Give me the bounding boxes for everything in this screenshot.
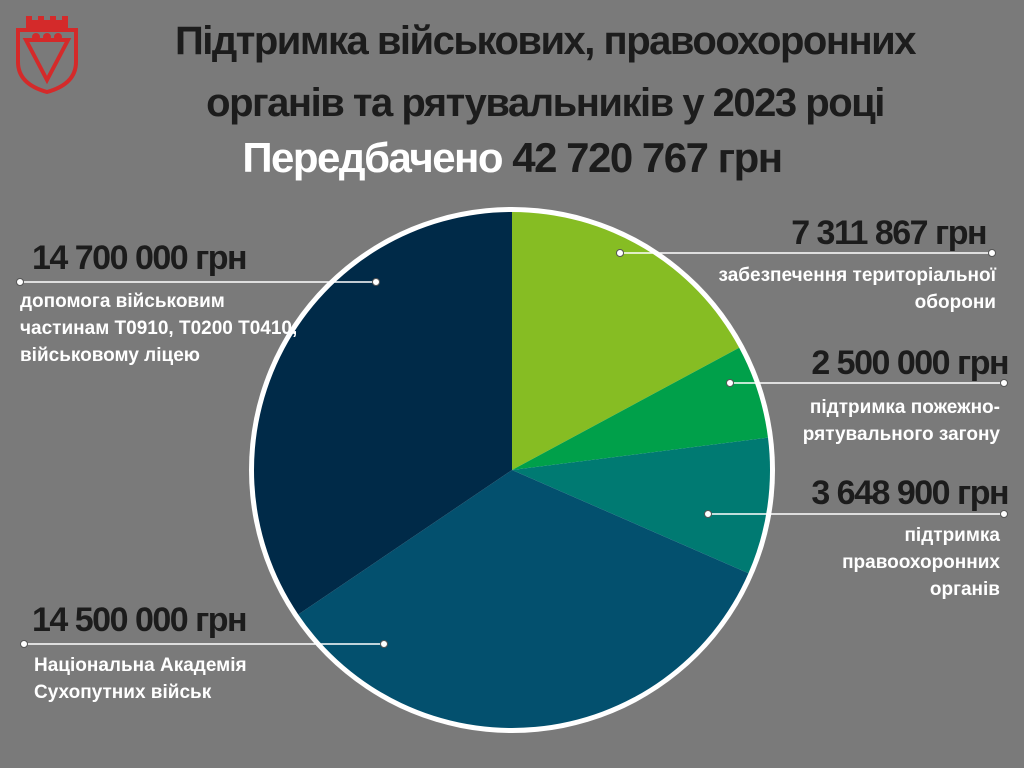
pie-slice-territorial-defense [512, 212, 740, 470]
coat-of-arms-logo [16, 16, 78, 94]
slice-amount-law-enforcement: 3 648 900 грн [811, 474, 1009, 512]
pie-slice-fire-rescue [512, 347, 768, 470]
slice-label-territorial-defense: забезпечення територіальної оборони [718, 265, 996, 313]
page-subtitle: Передбачено 42 720 767 грн [0, 134, 1024, 182]
page-title: Підтримка військових, правоохоронних орг… [100, 10, 990, 134]
slice-amount-territorial-defense: 7 311 867 грн [791, 214, 987, 252]
title-line-2: органів та рятувальників у 2023 році [206, 81, 885, 125]
slice-label-fire-rescue: підтримка пожежно-рятувального загону [802, 397, 1000, 445]
pie-slice-law-enforcement [512, 437, 770, 574]
slice-amount-national-academy: 14 500 000 грн [32, 601, 248, 639]
pie-slice-military-units [253, 211, 512, 615]
leader-dot-national-academy-start [380, 640, 388, 648]
leader-dot-law-enforcement-start [704, 510, 712, 518]
slice-amount-fire-rescue: 2 500 000 грн [811, 344, 1009, 382]
subtitle-total-amount: 42 720 767 грн [512, 134, 783, 181]
leader-dot-national-academy-end [20, 640, 28, 648]
title-line-1: Підтримка військових, правоохоронних [174, 19, 917, 63]
slice-label-law-enforcement: підтримка правоохоронних органів [842, 525, 1000, 600]
pie-slice-national-academy [298, 470, 749, 729]
slice-amount-military-units: 14 700 000 грн [32, 239, 248, 277]
leader-dot-territorial-defense-start [616, 249, 624, 257]
leader-dot-fire-rescue-end [1000, 379, 1008, 387]
leader-dot-military-units-end [16, 278, 24, 286]
leader-dot-territorial-defense-end [988, 249, 996, 257]
leader-dot-law-enforcement-end [1000, 510, 1008, 518]
subtitle-prefix: Передбачено [242, 134, 503, 181]
leader-dot-military-units-start [372, 278, 380, 286]
leader-dot-fire-rescue-start [726, 379, 734, 387]
slice-label-military-units: допомога військовим частинам Т0910, Т020… [20, 291, 298, 366]
slice-label-national-academy: Національна Академія Сухопутних військ [34, 655, 247, 703]
